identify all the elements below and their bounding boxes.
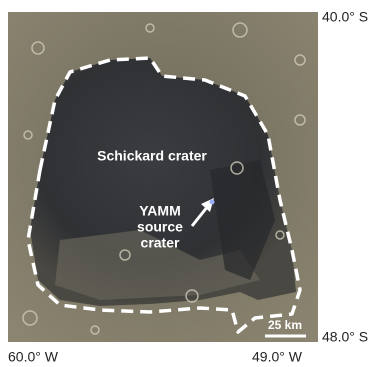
longitude-label: 49.0° W (252, 349, 303, 365)
source-label: source (137, 219, 183, 235)
lunar-image (8, 12, 318, 342)
source-label: YAMM (139, 203, 181, 219)
latitude-label: 48.0° S (322, 329, 368, 345)
longitude-label: 60.0° W (8, 349, 59, 365)
source-label: crater (141, 235, 180, 251)
map-figure: Schickard crater YAMM source crater 25 k… (0, 0, 376, 367)
scale-bar-label: 25 km (268, 318, 302, 332)
latitude-label: 40.0° S (322, 9, 368, 25)
page: Schickard crater YAMM source crater 25 k… (0, 0, 376, 367)
crater-label: Schickard crater (97, 148, 207, 164)
